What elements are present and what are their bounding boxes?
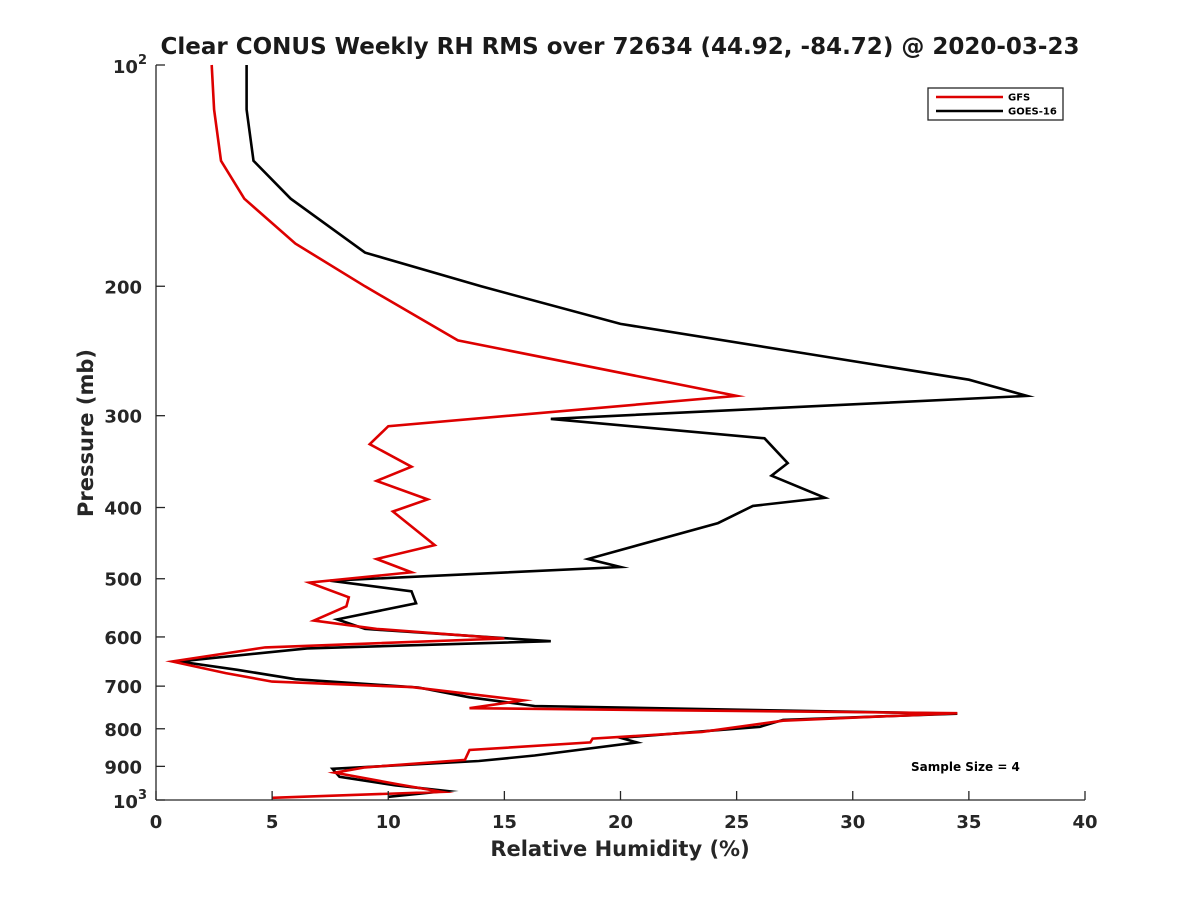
x-ticks: 0 5 10 15 20 25 30 35 40 xyxy=(150,791,1098,833)
x-tick-label: 30 xyxy=(840,812,865,833)
x-tick-label: 20 xyxy=(608,812,633,833)
legend-label-gfs: GFS xyxy=(1008,93,1030,104)
series-line-goes16 xyxy=(168,65,1035,799)
plot-area xyxy=(156,65,1085,800)
legend-box xyxy=(927,87,1064,121)
x-tick-label: 35 xyxy=(956,812,981,833)
x-tick-label: 0 xyxy=(150,812,163,833)
legend-label-goes16: GOES-16 xyxy=(1008,107,1057,118)
x-tick-label: 40 xyxy=(1072,812,1097,833)
y-tick-label: 800 xyxy=(104,720,142,741)
x-tick-label: 10 xyxy=(376,812,401,833)
sample-size-annotation: Sample Size = 4 xyxy=(911,760,1020,774)
x-tick-label: 15 xyxy=(492,812,517,833)
y-tick-label-power: 102 xyxy=(113,53,147,78)
y-axis-label: Pressure (mb) xyxy=(74,349,98,517)
y-tick-label: 300 xyxy=(104,407,142,428)
series-layer xyxy=(165,64,1035,800)
x-tick-label: 25 xyxy=(724,812,749,833)
legend: GFS GOES-16 xyxy=(927,87,1064,121)
y-ticks: 200 300 400 500 600 700 800 900 102 103 xyxy=(104,53,165,813)
y-tick-label: 900 xyxy=(104,757,142,778)
y-tick-label: 400 xyxy=(104,499,142,520)
y-tick-label: 200 xyxy=(104,277,142,298)
x-axis-label: Relative Humidity (%) xyxy=(490,837,749,861)
chart-title: Clear CONUS Weekly RH RMS over 72634 (44… xyxy=(161,34,1080,60)
y-tick-label-power: 103 xyxy=(113,788,147,813)
y-tick-label: 500 xyxy=(104,570,142,591)
series-line-gfs xyxy=(165,64,958,800)
y-tick-label: 700 xyxy=(104,677,142,698)
y-tick-label: 600 xyxy=(104,628,142,649)
x-tick-label: 5 xyxy=(266,812,279,833)
